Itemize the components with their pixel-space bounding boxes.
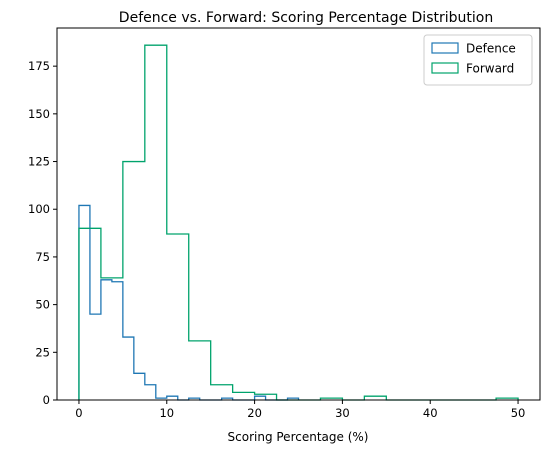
y-tick-label: 75 [35,250,50,264]
y-tick-label: 150 [28,107,50,121]
series-forward-step [78,44,519,401]
legend-label-defence: Defence [466,42,516,56]
x-axis-label: Scoring Percentage (%) [228,430,369,444]
legend: Defence Forward [423,34,533,86]
x-tick-label: 30 [335,406,350,420]
x-tick-label: 10 [159,406,174,420]
legend-swatch-forward [431,62,459,74]
x-axis: 0 10 20 30 40 50 [75,400,525,420]
y-tick-label: 100 [28,202,50,216]
y-tick-label: 0 [43,393,50,407]
y-tick-label: 175 [28,59,50,73]
x-tick-label: 40 [423,406,438,420]
y-tick-label: 125 [28,155,50,169]
x-tick-label: 0 [75,406,82,420]
plot-frame [56,27,541,401]
y-tick-label: 50 [35,298,50,312]
chart-title: Defence vs. Forward: Scoring Percentage … [119,10,493,26]
y-axis: 0 25 50 75 100 125 150 175 [28,59,57,407]
x-tick-label: 20 [247,406,262,420]
y-tick-label: 25 [35,345,50,359]
x-tick-label: 50 [511,406,526,420]
legend-swatch-defence [431,42,459,54]
legend-label-forward: Forward [466,62,514,76]
plot-area [78,44,519,401]
